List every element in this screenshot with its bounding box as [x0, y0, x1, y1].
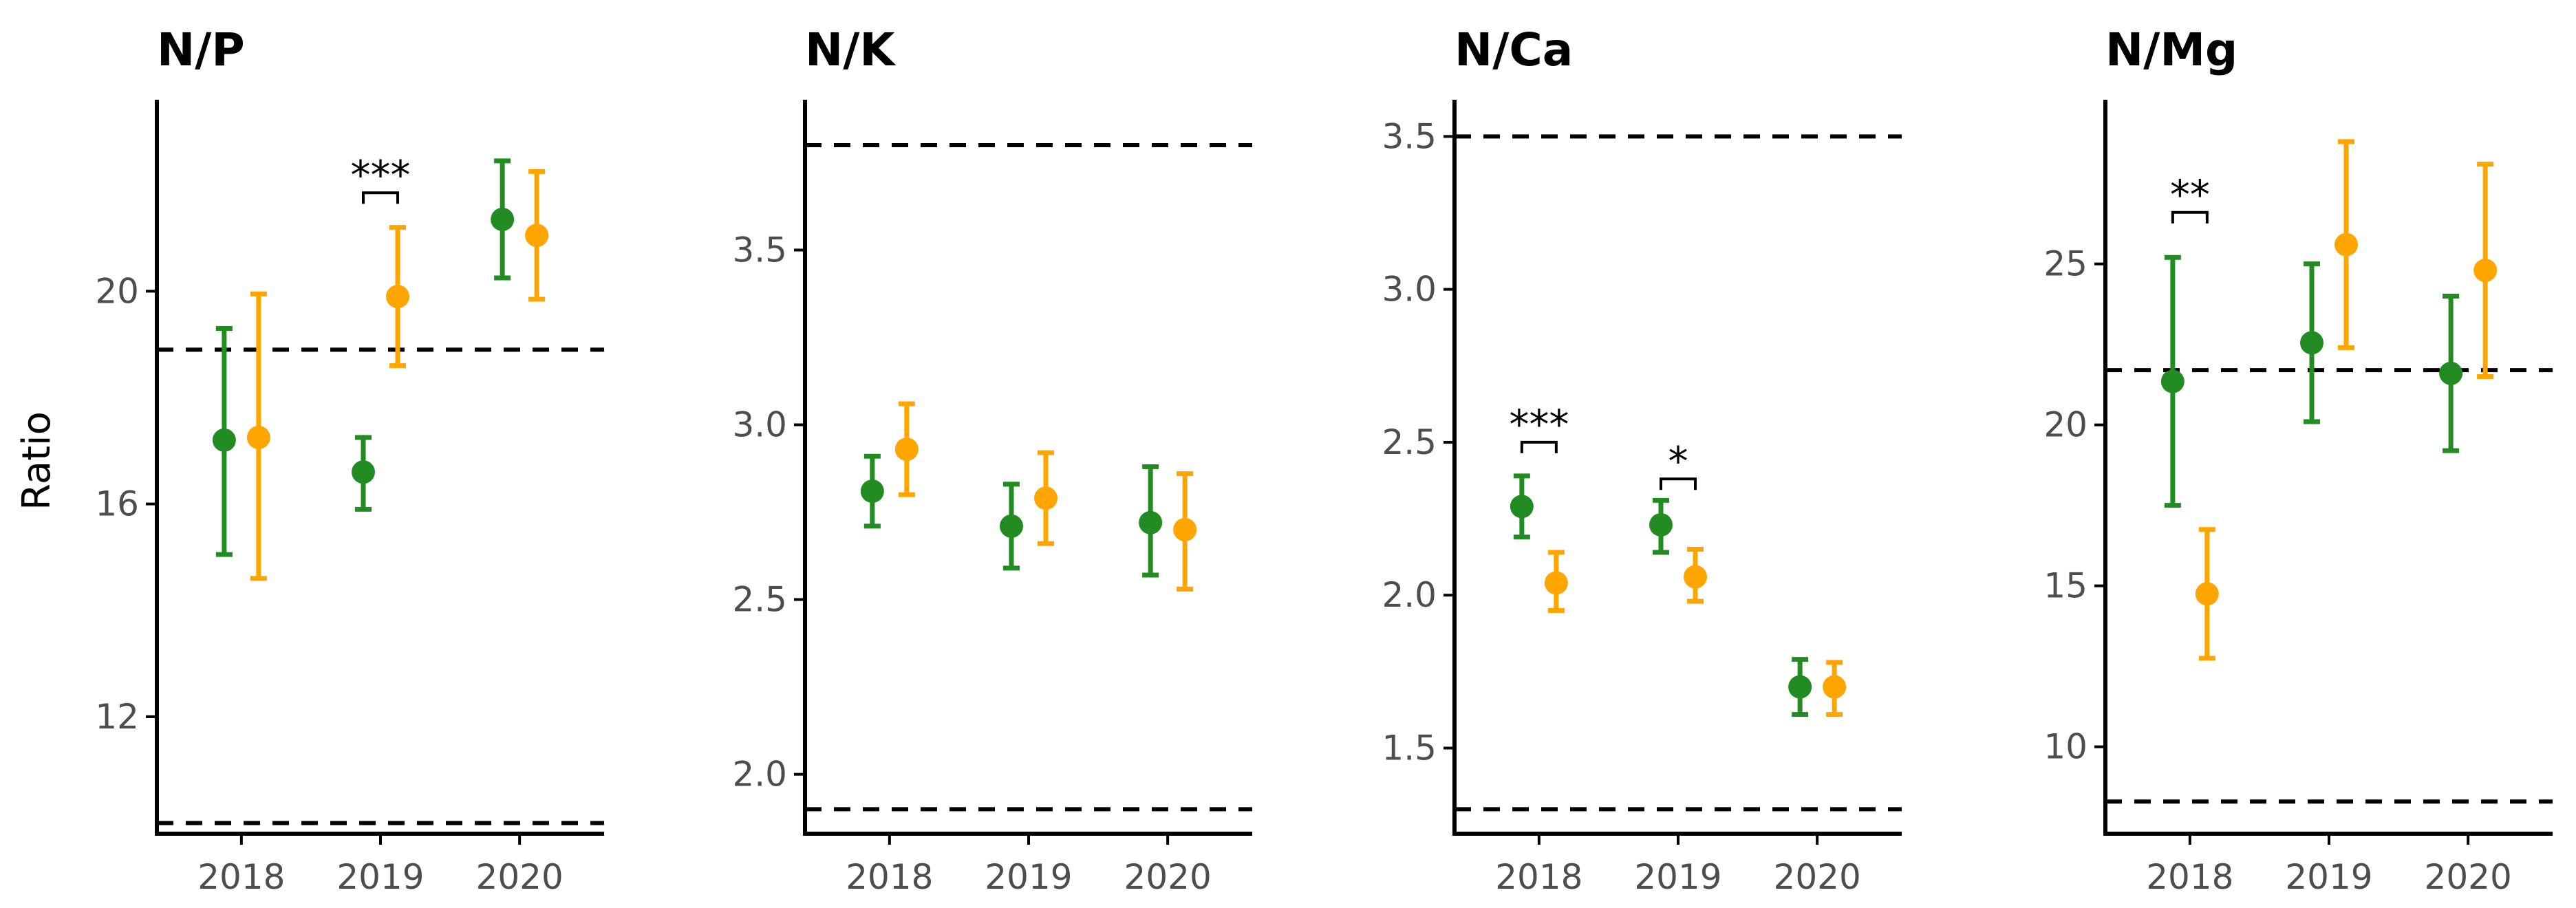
panel-title: N/P — [157, 23, 245, 76]
x-tick-label: 2018 — [2146, 857, 2233, 897]
series-group-a — [2160, 255, 2463, 508]
significance-bracket — [1520, 440, 1558, 453]
x-tick-label: 2020 — [2425, 857, 2512, 897]
mean-point — [1684, 565, 1707, 589]
y-tick-label: 2.0 — [1382, 575, 1437, 615]
y-axis-label: Ratio — [14, 411, 59, 510]
significance-label: ** — [2170, 171, 2210, 218]
x-tick-label: 2019 — [2285, 857, 2372, 897]
significance-label: *** — [351, 151, 411, 198]
x-tick-label: 2018 — [1495, 857, 1582, 897]
y-tick-label: 15 — [2043, 566, 2087, 606]
y-tick-label: 3.0 — [732, 405, 787, 445]
y-tick-label: 12 — [95, 697, 139, 737]
mean-point — [2195, 582, 2219, 606]
x-tick-label: 2018 — [846, 857, 933, 897]
mean-point — [1034, 486, 1058, 510]
significance-bracket — [362, 191, 399, 204]
mean-point — [1544, 571, 1568, 595]
series-group-a — [212, 158, 515, 557]
mean-point — [491, 207, 515, 231]
panel-title: N/K — [805, 23, 897, 76]
mean-point — [2439, 361, 2463, 385]
mean-point — [212, 428, 236, 452]
series-group-b — [894, 401, 1197, 592]
mean-point — [1139, 510, 1163, 534]
mean-point — [1510, 495, 1534, 519]
mean-point — [1788, 675, 1812, 699]
y-tick-label: 3.5 — [732, 230, 787, 270]
panel-n-k: N/K 2.0 2.5 3.0 3.5 2018 2019 2020 — [732, 23, 1252, 897]
y-tick-label: 20 — [2043, 405, 2087, 445]
mean-point — [2160, 369, 2185, 393]
series-group-b — [2195, 139, 2498, 661]
mean-point — [894, 437, 919, 462]
x-tick-label: 2019 — [1634, 857, 1721, 897]
mean-point — [386, 285, 409, 309]
mean-point — [860, 479, 884, 504]
y-tick-label: 1.5 — [1382, 728, 1437, 768]
mean-point — [1173, 517, 1197, 541]
y-tick-label: 16 — [95, 484, 139, 524]
panel-title: N/Ca — [1455, 23, 1573, 76]
y-tick-label: 3.0 — [1382, 270, 1437, 310]
x-tick-label: 2018 — [197, 857, 285, 897]
mean-point — [525, 224, 549, 248]
significance-label: * — [1668, 437, 1688, 484]
significance-bracket — [1660, 477, 1697, 490]
x-tick-label: 2020 — [476, 857, 564, 897]
y-tick-label: 3.5 — [1382, 116, 1437, 156]
y-tick-label: 20 — [95, 271, 139, 311]
x-tick-label: 2019 — [336, 857, 424, 897]
y-tick-label: 2.5 — [1382, 422, 1437, 462]
series-group-a — [1510, 473, 1812, 717]
y-tick-label: 2.5 — [732, 580, 787, 620]
panel-title: N/Mg — [2105, 23, 2237, 76]
x-tick-label: 2020 — [1774, 857, 1861, 897]
y-tick-label: 25 — [2043, 244, 2087, 284]
x-tick-label: 2020 — [1124, 857, 1212, 897]
significance-bracket — [2171, 210, 2209, 224]
mean-point — [2473, 259, 2498, 283]
y-tick-label: 10 — [2043, 727, 2087, 767]
mean-point — [1823, 675, 1847, 699]
significance-label: *** — [1509, 401, 1569, 448]
series-group-b — [1544, 547, 1847, 717]
mean-point — [2334, 233, 2358, 257]
x-tick-label: 2019 — [985, 857, 1072, 897]
mean-point — [2300, 331, 2323, 355]
y-tick-label: 2.0 — [732, 755, 787, 794]
series-group-b — [246, 169, 549, 581]
panel-n-mg: N/Mg 10 15 20 25 2018 2019 2020 ** — [2043, 23, 2553, 897]
mean-point — [1649, 512, 1673, 537]
series-group-a — [860, 453, 1163, 578]
mean-point — [246, 425, 270, 449]
panel-n-p: N/P 12 16 20 2018 2019 2020 *** — [95, 23, 604, 897]
mean-point — [1000, 514, 1023, 538]
mean-point — [352, 460, 375, 484]
